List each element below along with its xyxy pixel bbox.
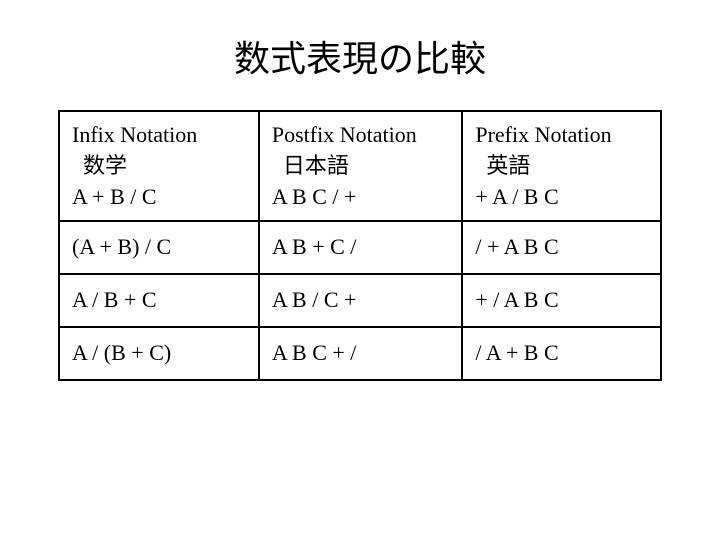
table-row: A / B + C A B / C + + / A B C	[59, 274, 661, 327]
notation-table: Infix Notation 数学 A + B / C Postfix Nota…	[58, 110, 662, 381]
header-line: 英語	[475, 151, 530, 182]
table-row: (A + B) / C A B + C / / + A B C	[59, 221, 661, 274]
header-cell-prefix: Prefix Notation 英語 + A / B C	[462, 111, 661, 221]
cell-value: / A + B C	[462, 327, 661, 380]
header-line: A B C / +	[272, 184, 357, 209]
header-line: 数学	[72, 151, 127, 182]
cell-value: / + A B C	[462, 221, 661, 274]
cell-value: A B + C /	[259, 221, 462, 274]
table-header-row: Infix Notation 数学 A + B / C Postfix Nota…	[59, 111, 661, 221]
cell-value: (A + B) / C	[59, 221, 259, 274]
cell-value: A / B + C	[59, 274, 259, 327]
cell-value: A B C + /	[259, 327, 462, 380]
header-line: + A / B C	[475, 184, 558, 209]
header-line: Prefix Notation	[475, 122, 611, 147]
header-line: Infix Notation	[72, 122, 197, 147]
notation-table-container: Infix Notation 数学 A + B / C Postfix Nota…	[58, 110, 662, 381]
cell-value: A / (B + C)	[59, 327, 259, 380]
table-row: A / (B + C) A B C + / / A + B C	[59, 327, 661, 380]
header-cell-infix: Infix Notation 数学 A + B / C	[59, 111, 259, 221]
cell-value: + / A B C	[462, 274, 661, 327]
page-title: 数式表現の比較	[234, 30, 486, 82]
header-line: 日本語	[272, 151, 349, 182]
header-line: Postfix Notation	[272, 122, 417, 147]
header-cell-postfix: Postfix Notation 日本語 A B C / +	[259, 111, 462, 221]
header-line: A + B / C	[72, 184, 157, 209]
cell-value: A B / C +	[259, 274, 462, 327]
